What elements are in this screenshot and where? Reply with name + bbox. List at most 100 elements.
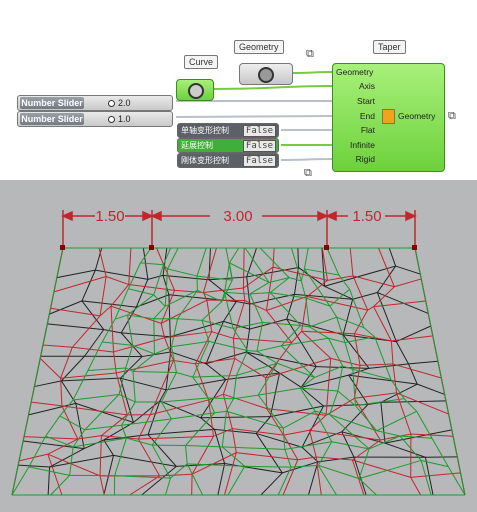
taper-input-infinite[interactable]: Infinite [349, 140, 375, 150]
taper-input-rigid[interactable]: Rigid [355, 154, 375, 164]
mesh-edge [171, 340, 210, 348]
taper-input-geometry[interactable]: Geometry [336, 67, 374, 77]
mesh-edge [358, 478, 377, 496]
toggle-rigid[interactable]: 刚体变形控制 False [177, 153, 279, 168]
mesh-edge [229, 262, 270, 283]
mesh-edge [140, 247, 152, 264]
toggle-value[interactable]: False [242, 140, 276, 152]
toggle-value[interactable]: False [242, 125, 276, 137]
mesh-edge [53, 276, 107, 293]
mesh-edge [408, 363, 418, 385]
mesh-edge [192, 376, 209, 399]
mesh-edge [115, 372, 128, 415]
curve-param[interactable] [176, 79, 214, 101]
number-slider-2[interactable]: Number Slider 1.0 [17, 111, 173, 127]
mesh-edge [300, 366, 317, 388]
mesh-edge [307, 461, 319, 496]
mesh-edge [103, 439, 114, 456]
mesh-edge [160, 323, 166, 338]
mesh-edge [114, 314, 128, 320]
mesh-edge [277, 362, 315, 378]
mesh-edge [47, 453, 101, 477]
mesh-edge [355, 398, 405, 407]
mesh-edge [376, 265, 397, 293]
toggle-uniaxial[interactable]: 单轴变形控制 False [177, 123, 279, 138]
mesh-edge [260, 472, 283, 496]
mesh-edge [201, 320, 210, 342]
corner-point[interactable] [60, 245, 65, 250]
geometry-param[interactable] [239, 63, 293, 85]
mesh-edge [176, 371, 193, 378]
mesh-edge [284, 449, 292, 468]
mesh-edge [141, 465, 177, 496]
mesh-edge [47, 323, 104, 331]
mesh-edge [147, 400, 161, 435]
mesh-edge [258, 387, 301, 396]
mesh-edge [232, 300, 246, 339]
corner-point[interactable] [412, 245, 417, 250]
mesh-edge [49, 448, 85, 468]
mesh-edge [256, 345, 282, 352]
number-slider-1[interactable]: Number Slider 2.0 [17, 95, 173, 111]
mesh-edge [384, 429, 452, 444]
mesh-edge [236, 362, 278, 376]
mesh-edge [98, 247, 107, 277]
corner-point[interactable] [324, 245, 329, 250]
mesh-edge [368, 435, 401, 450]
mesh-edge [300, 387, 338, 392]
mesh-edge [201, 301, 223, 321]
taper-input-start[interactable]: Start [357, 96, 375, 106]
mesh-edge [165, 351, 172, 390]
mesh-edge [75, 403, 85, 449]
corner-point[interactable] [149, 245, 154, 250]
arrow [325, 210, 337, 222]
mesh-edge [421, 459, 449, 468]
mesh-edge [94, 247, 103, 271]
mesh-edge [306, 295, 368, 311]
mesh-edge [99, 305, 112, 317]
mesh-edge [160, 299, 208, 324]
mesh-edge [72, 346, 114, 353]
arrow [61, 210, 73, 222]
mesh-edge [125, 367, 134, 372]
mesh-edge [417, 383, 445, 395]
toggle-extension[interactable]: 延展控制 False [177, 138, 279, 153]
zoom-node-icon: ⧉ [448, 110, 456, 122]
mesh-edge [232, 338, 236, 359]
mesh-edge [207, 397, 215, 414]
mesh-edge [300, 268, 305, 282]
mesh-edge [211, 331, 234, 339]
mesh-edge [232, 428, 284, 436]
mesh-edge [301, 446, 319, 463]
mesh-edge [235, 350, 249, 376]
mesh-edge [249, 318, 287, 330]
taper-input-flat[interactable]: Flat [360, 125, 375, 135]
mesh-edge [317, 441, 333, 466]
slider-value[interactable]: 1.0 [108, 112, 131, 126]
mesh-edge [114, 288, 129, 320]
mesh-edge [233, 394, 259, 400]
mesh-edge [132, 353, 155, 372]
mesh-edge [244, 300, 267, 311]
mesh-edge [283, 434, 299, 461]
taper-output-geometry[interactable]: Geometry [398, 111, 436, 121]
mesh-edge [151, 444, 171, 479]
mesh-edge [394, 278, 422, 288]
mesh-edge [297, 456, 317, 461]
mesh-edge [59, 399, 74, 417]
mesh-edge [222, 446, 285, 450]
slider-value[interactable]: 2.0 [108, 96, 131, 110]
mesh-edge [192, 374, 237, 378]
mesh-edge [177, 318, 202, 321]
grasshopper-canvas[interactable]: Curve Geometry ⧉ ⧉ ⧉ Taper Geometry Axis… [0, 0, 477, 180]
mesh-edge [49, 300, 83, 315]
corner-points [60, 245, 417, 250]
mesh-edge [395, 341, 409, 365]
taper-input-axis[interactable]: Axis [358, 81, 375, 91]
mesh-edge [28, 402, 76, 416]
mesh-edge [316, 456, 353, 461]
mesh-edge [317, 465, 337, 496]
rhino-viewport[interactable]: 1.50 3.00 1.50 [0, 180, 477, 512]
toggle-value[interactable]: False [242, 155, 276, 167]
taper-input-end[interactable]: End [359, 111, 375, 121]
